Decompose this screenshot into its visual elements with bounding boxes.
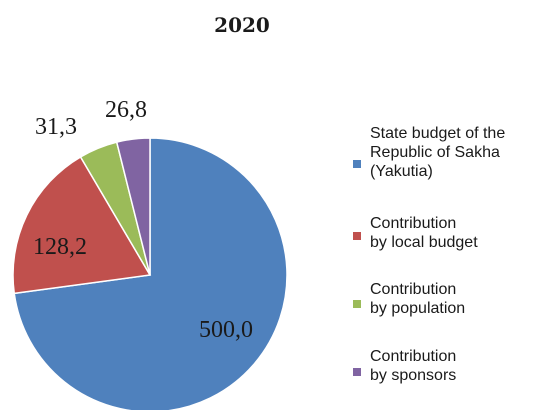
data-label-4: 26,8 [105, 97, 147, 123]
data-label-3: 31,3 [35, 114, 77, 140]
legend-label-line: by population [370, 300, 465, 317]
legend-label-4: Contribution by sponsors [370, 348, 456, 384]
data-label-1: 500,0 [199, 317, 253, 343]
legend-label-3: Contribution by population [370, 281, 465, 317]
pie-slice-2 [12, 155, 152, 295]
legend-label-line: Republic of Sakha [370, 144, 500, 161]
legend-item-3: Contribution by population [353, 281, 465, 317]
legend: State budget of the Republic of Sakha (Yak… [353, 125, 505, 384]
legend-swatch-2 [353, 232, 361, 240]
legend-item-1: State budget of the Republic of Sakha (Yak… [353, 125, 505, 180]
legend-item-4: Contribution by sponsors [353, 348, 456, 384]
legend-item-2: Contribution by local budget [353, 215, 478, 251]
legend-swatch-4 [353, 368, 361, 376]
legend-swatch-1 [353, 160, 361, 168]
legend-label-line: Contribution [370, 215, 456, 232]
legend-label-line: by local budget [370, 234, 478, 251]
data-label-2: 128,2 [33, 234, 87, 260]
legend-swatch-3 [353, 300, 361, 308]
pie-data-labels: 500,0 128,2 31,3 26,8 [33, 97, 253, 343]
legend-label-line: State budget of the [370, 125, 505, 142]
legend-label-2: Contribution by local budget [370, 215, 478, 251]
chart-title: 2020 [214, 13, 270, 37]
legend-label-line: Contribution [370, 281, 456, 298]
legend-label-line: (Yakutia) [370, 163, 433, 180]
legend-label-1: State budget of the Republic of Sakha (Yak… [370, 125, 505, 180]
legend-label-line: by sponsors [370, 367, 456, 384]
legend-label-line: Contribution [370, 348, 456, 365]
pie-slices [12, 137, 288, 410]
pie-slice-4 [115, 137, 151, 276]
